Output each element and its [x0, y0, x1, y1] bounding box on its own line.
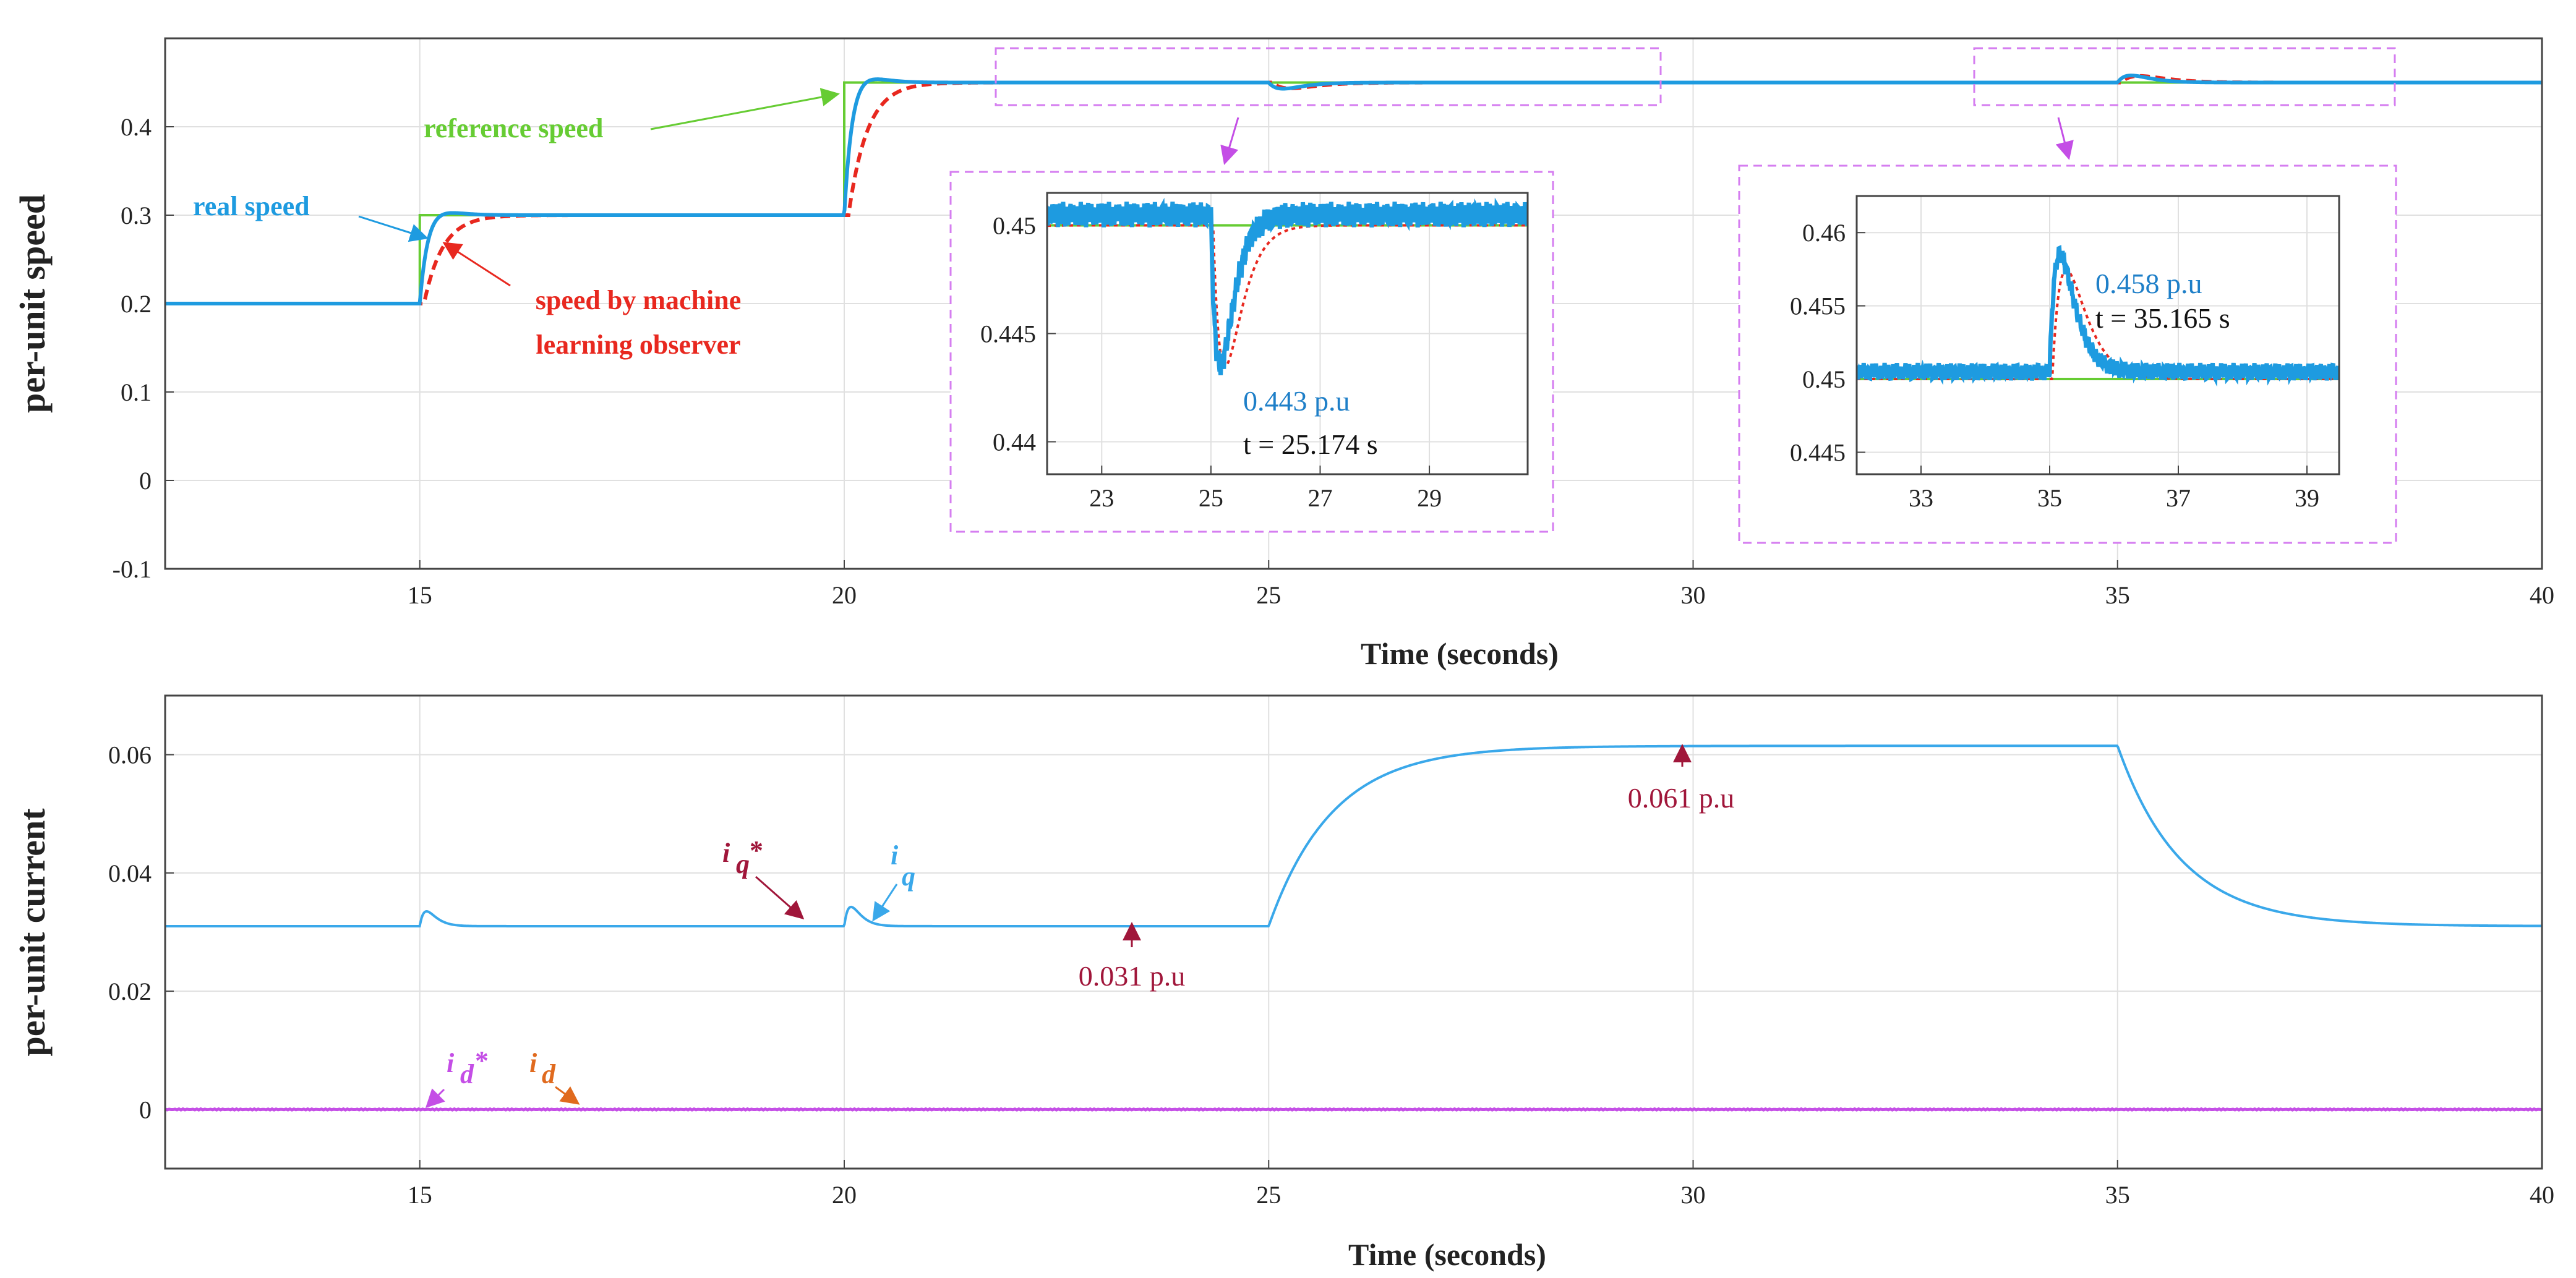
speed-x-ticks: 15 20 25 30 35 40 — [408, 560, 2554, 609]
x-tick-label: 37 — [2166, 484, 2191, 512]
current-panel: 0 0.02 0.04 0.06 15 20 25 30 35 40 Time (seconds… — [12, 694, 2554, 1272]
current-x-axis-label: Time (seconds) — [1348, 1237, 1546, 1272]
speed-y-axis-label: per-unit speed — [12, 194, 53, 413]
y-tick-label: -0.1 — [113, 555, 152, 583]
reference-speed-arrow — [650, 88, 840, 130]
inset-peak-x-ticks: 33 35 37 39 — [1909, 466, 2319, 512]
observer-speed-arrow — [442, 242, 511, 287]
x-tick-label: 25 — [1256, 581, 1281, 609]
current-x-ticks: 15 20 25 30 35 40 — [408, 1160, 2554, 1209]
x-tick-label: 15 — [408, 1181, 432, 1209]
y-tick-label: 0.45 — [993, 212, 1036, 240]
inset-dip-real-line — [1047, 197, 1528, 376]
x-tick-label: 35 — [2037, 484, 2062, 512]
x-tick-label: 40 — [2530, 581, 2554, 609]
svg-text:i: i — [891, 840, 899, 871]
x-tick-label: 30 — [1681, 1181, 1706, 1209]
x-tick-label: 27 — [1307, 484, 1332, 512]
x-tick-label: 30 — [1681, 581, 1706, 609]
zoom-box-dip — [995, 47, 1662, 106]
iq-line — [165, 744, 2542, 927]
x-tick-label: 25 — [1199, 484, 1223, 512]
y-tick-label: 0.02 — [108, 978, 152, 1005]
svg-text:q: q — [902, 861, 915, 892]
real-speed-arrow — [358, 215, 429, 242]
observer-speed-label-line1: speed by machine — [536, 285, 741, 315]
y-tick-label: 0.1 — [121, 378, 152, 406]
x-tick-label: 20 — [832, 1181, 857, 1209]
y-tick-label: 0.3 — [121, 202, 152, 229]
y-tick-label: 0.06 — [108, 741, 152, 769]
inset-peak-time-label: t = 35.165 s — [2095, 302, 2230, 334]
y-tick-label: 0 — [139, 467, 152, 495]
x-tick-label: 40 — [2530, 1181, 2554, 1209]
inset-peak: 0.445 0.45 0.455 0.46 33 35 37 39 0.458 p.u t … — [1738, 164, 2397, 544]
observer-speed-label-line2: learning observer — [536, 330, 740, 360]
real-speed-label: real speed — [193, 191, 310, 221]
y-tick-label: 0.455 — [1790, 292, 1846, 320]
x-tick-label: 39 — [2295, 484, 2319, 512]
current-y-ticks: 0 0.02 0.04 0.06 — [108, 741, 174, 1123]
svg-text:i: i — [722, 838, 730, 868]
y-tick-label: 0.44 — [993, 428, 1036, 456]
x-tick-label: 23 — [1089, 484, 1114, 512]
x-tick-label: 35 — [2105, 581, 2130, 609]
reference-speed-label: reference speed — [424, 113, 603, 143]
inset-peak-axes — [1857, 196, 2339, 474]
x-tick-label: 20 — [832, 581, 857, 609]
y-tick-label: 0.04 — [108, 859, 152, 887]
inset-dip: 0.44 0.445 0.45 23 25 27 29 0.443 p.u t = 25.… — [949, 171, 1554, 533]
speed-panel: -0.1 0 0.1 0.2 0.3 0.4 15 20 25 30 35 40 Time (sec… — [12, 37, 2554, 671]
y-tick-label: 0.2 — [121, 290, 152, 318]
id-arrow — [555, 1086, 580, 1105]
x-tick-label: 25 — [1256, 1181, 1281, 1209]
y-tick-label: 0.445 — [980, 320, 1036, 348]
inset-dip-time-label: t = 25.174 s — [1243, 428, 1378, 460]
inset-dip-value-label: 0.443 p.u — [1243, 385, 1350, 417]
current-y-axis-label: per-unit current — [12, 808, 53, 1057]
id-label: i d — [529, 1048, 556, 1089]
svg-text:d: d — [460, 1059, 474, 1089]
svg-text:i: i — [447, 1048, 455, 1078]
iq-ref-label: i q * — [722, 835, 763, 879]
y-tick-label: 0.4 — [121, 113, 152, 141]
iq-label: i q — [891, 840, 915, 892]
zoom-arrow-peak — [2055, 117, 2074, 160]
id-ref-label: i d * — [447, 1046, 489, 1089]
id-ref-arrow — [425, 1088, 445, 1109]
iq-ref-arrow — [755, 875, 805, 919]
inset-dip-y-ticks: 0.44 0.445 0.45 — [980, 212, 1056, 456]
inset-peak-value-label: 0.458 p.u — [2095, 268, 2202, 299]
svg-text:i: i — [529, 1048, 537, 1078]
svg-text:*: * — [750, 835, 763, 866]
svg-text:d: d — [542, 1059, 556, 1089]
svg-text:q: q — [736, 849, 750, 879]
real-speed-line — [165, 74, 2542, 305]
inset-peak-real-line — [1857, 245, 2339, 387]
iq-low-value-label: 0.031 p.u — [1079, 960, 1186, 992]
y-tick-label: 0.46 — [1802, 219, 1846, 247]
inset-peak-y-ticks: 0.445 0.45 0.455 0.46 — [1790, 219, 1865, 466]
zoom-arrow-dip — [1220, 117, 1239, 165]
iq-high-value-label: 0.061 p.u — [1628, 782, 1735, 814]
svg-text:*: * — [475, 1046, 489, 1076]
y-tick-label: 0.445 — [1790, 438, 1846, 466]
x-tick-label: 15 — [408, 581, 432, 609]
speed-plot-frame — [164, 37, 2543, 570]
y-tick-label: 0 — [139, 1096, 152, 1123]
x-tick-label: 35 — [2105, 1181, 2130, 1209]
current-grid — [165, 696, 2543, 1169]
x-tick-label: 29 — [1417, 484, 1442, 512]
speed-x-axis-label: Time (seconds) — [1361, 636, 1559, 671]
inset-dip-x-ticks: 23 25 27 29 — [1089, 466, 1442, 512]
y-tick-label: 0.45 — [1802, 365, 1846, 393]
current-plot-frame — [164, 694, 2543, 1170]
x-tick-label: 33 — [1909, 484, 1933, 512]
iq-arrow — [872, 884, 898, 922]
id-reference-line — [165, 1107, 2542, 1112]
zoom-box-peak — [1973, 47, 2396, 106]
